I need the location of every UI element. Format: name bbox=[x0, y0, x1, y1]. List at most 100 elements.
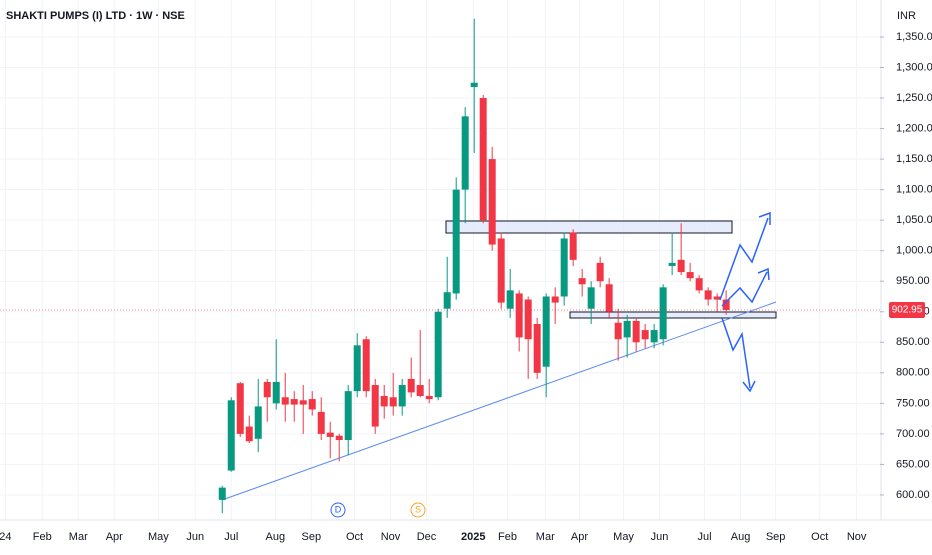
y-tick-label: 1,100.00 bbox=[896, 184, 932, 196]
candle-body bbox=[371, 385, 379, 427]
candle-body bbox=[434, 311, 442, 398]
x-tick-label: Apr bbox=[571, 531, 588, 543]
candle-body bbox=[515, 293, 523, 338]
candle-body bbox=[254, 406, 262, 439]
candle-body bbox=[308, 399, 316, 410]
last-price-label: 902.95 bbox=[892, 305, 923, 316]
y-tick-label: 950.00 bbox=[896, 275, 930, 287]
x-tick-label: Oct bbox=[811, 531, 828, 543]
candle-body bbox=[227, 400, 235, 471]
candle-body bbox=[389, 397, 397, 407]
support-zone bbox=[569, 311, 777, 319]
event-marker: D bbox=[330, 502, 346, 518]
candle-body bbox=[479, 98, 487, 221]
candle-body bbox=[488, 159, 496, 245]
candle-body bbox=[236, 383, 244, 434]
down-arrow bbox=[721, 317, 751, 389]
arrow-head bbox=[758, 211, 771, 225]
x-tick-label: Aug bbox=[731, 531, 751, 543]
event-marker: S bbox=[410, 502, 426, 518]
candle-body bbox=[668, 262, 676, 266]
candle-body bbox=[452, 189, 460, 294]
candle-body bbox=[587, 287, 595, 309]
candles bbox=[218, 18, 730, 514]
chart-title: SHAKTI PUMPS (I) LTD · 1W · NSE bbox=[6, 10, 185, 22]
y-tick-label: 850.00 bbox=[896, 336, 930, 348]
x-tick-label: Nov bbox=[847, 531, 867, 543]
x-tick-label: Nov bbox=[381, 531, 401, 543]
candle-body bbox=[542, 296, 550, 367]
x-tick-label: Jul bbox=[698, 531, 712, 543]
y-tick-label: 600.00 bbox=[896, 489, 930, 501]
currency-label: INR bbox=[897, 10, 916, 22]
x-tick-label: Mar bbox=[536, 531, 555, 543]
y-tick-label: 700.00 bbox=[896, 428, 930, 440]
x-tick-label: Sep bbox=[302, 531, 322, 543]
candle-body bbox=[677, 259, 685, 273]
candle-body bbox=[524, 299, 532, 340]
candle-body bbox=[686, 272, 694, 279]
candle-body bbox=[299, 400, 307, 405]
x-tick-label: May bbox=[613, 531, 634, 543]
candle-body bbox=[650, 330, 658, 343]
x-tick-label: Feb bbox=[33, 531, 52, 543]
candle-body bbox=[281, 397, 289, 405]
candle-body bbox=[344, 391, 352, 440]
candle-body bbox=[623, 320, 631, 338]
x-tick-label: Aug bbox=[266, 531, 286, 543]
x-tick-label: Mar bbox=[69, 531, 88, 543]
x-tick-label: 2025 bbox=[461, 531, 485, 543]
candle-body bbox=[416, 385, 424, 397]
y-tick-label: 1,200.00 bbox=[896, 122, 932, 134]
x-tick-label: 24 bbox=[0, 531, 12, 543]
candle-body bbox=[380, 396, 388, 407]
candle-body bbox=[596, 262, 604, 282]
y-tick-label: 1,350.00 bbox=[896, 31, 932, 43]
y-tick-label: 1,050.00 bbox=[896, 214, 932, 226]
trend-line bbox=[221, 301, 777, 501]
candle-body bbox=[425, 396, 433, 400]
up-arrow bbox=[719, 217, 769, 301]
arrow-head bbox=[757, 267, 770, 281]
y-tick-label: 1,300.00 bbox=[896, 61, 932, 73]
candle-body bbox=[659, 287, 667, 340]
candle-body bbox=[506, 290, 514, 309]
y-tick-label: 1,150.00 bbox=[896, 153, 932, 165]
event-marker-label: S bbox=[415, 504, 421, 514]
x-tick-label: Dec bbox=[417, 531, 437, 543]
x-tick-label: Apr bbox=[106, 531, 123, 543]
candle-body bbox=[461, 116, 469, 190]
candle-body bbox=[641, 330, 649, 340]
candle-body bbox=[326, 432, 334, 437]
candle-body bbox=[272, 381, 280, 404]
y-tick-label: 650.00 bbox=[896, 458, 930, 470]
arrow-head bbox=[742, 380, 756, 393]
y-tick-label: 800.00 bbox=[896, 367, 930, 379]
candle-body bbox=[317, 411, 325, 434]
y-tick-label: 1,000.00 bbox=[896, 245, 932, 257]
candle-body bbox=[551, 296, 559, 303]
event-marker-circle bbox=[330, 502, 346, 518]
candle-body bbox=[533, 323, 541, 373]
candle-body bbox=[398, 385, 406, 407]
candle-body bbox=[569, 232, 577, 260]
event-marker-label: D bbox=[335, 504, 342, 514]
candle-body bbox=[605, 284, 613, 312]
y-tick-label: 1,250.00 bbox=[896, 92, 932, 104]
y-tick-label: 750.00 bbox=[896, 397, 930, 409]
x-tick-label: Sep bbox=[766, 531, 786, 543]
x-tick-label: Jul bbox=[224, 531, 238, 543]
candle-body bbox=[695, 278, 703, 291]
candle-body bbox=[218, 487, 226, 500]
candle-body bbox=[560, 238, 568, 297]
candle-body bbox=[614, 322, 622, 340]
candle-body bbox=[722, 299, 730, 310]
candle-body bbox=[407, 378, 415, 393]
x-tick-label: Feb bbox=[498, 531, 517, 543]
candle-body bbox=[335, 435, 343, 440]
projection-arrows bbox=[719, 211, 771, 393]
x-tick-label: Oct bbox=[346, 531, 363, 543]
resistance-zone bbox=[445, 220, 733, 234]
